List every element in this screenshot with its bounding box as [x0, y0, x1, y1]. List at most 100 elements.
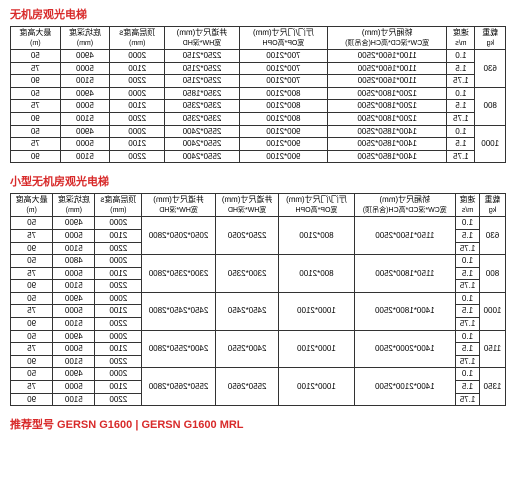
cell-door: 900*2100: [239, 138, 327, 151]
cell-pit: 4900: [53, 330, 95, 343]
cell-top: 90: [11, 355, 53, 368]
cell-oh: 2200: [95, 355, 142, 368]
cell-spd: 1.0: [447, 49, 475, 62]
cell-top: 50: [11, 217, 53, 230]
cell-oh: 2100: [95, 305, 142, 318]
cell-spd: 1.5: [447, 138, 475, 151]
cell-spd: 1.0: [456, 330, 480, 343]
cell-top: 90: [11, 318, 53, 331]
cell-spd: 1.5: [456, 381, 480, 394]
cell-car: 1100*1600*2500: [328, 62, 447, 75]
cell-top: 50: [11, 255, 53, 268]
cell-spd: 1.0: [456, 217, 480, 230]
cell-pit: 5000: [60, 138, 110, 151]
cell-spd: 1.0: [447, 125, 475, 138]
cell-top: 50: [11, 49, 61, 62]
cell-top: 90: [11, 393, 53, 406]
cell-top: 50: [11, 87, 61, 100]
table-row: 1.51400*1850*2500900*21002550*2400210050…: [11, 138, 506, 151]
th-door: 厅门/门尺寸(mm)宽OP*高OPH: [239, 27, 327, 50]
cell-oh: 2100: [95, 229, 142, 242]
cell-shaft: 2350*1850: [165, 87, 240, 100]
cell-pit: 5000: [53, 381, 95, 394]
cell-oh: 2100: [110, 138, 165, 151]
cell-oh: 2100: [110, 62, 165, 75]
cell-shaft: 2250*2050: [215, 217, 278, 255]
th-pit: 底坑深度(mm): [53, 194, 95, 217]
table-row: 6301.01150*1500*2500800*21002250*2050205…: [11, 217, 506, 230]
cell-spd: 1.75: [456, 280, 480, 293]
cell-oh: 2000: [110, 87, 165, 100]
cell-pit: 5100: [60, 150, 110, 163]
cell-car: 1100*1600*2500: [328, 75, 447, 88]
th-car: 轿厢尺寸(mm)宽CW*深CD*高CH(含吊顶): [328, 27, 447, 50]
cell-pit: 5100: [53, 280, 95, 293]
cell-pit: 5100: [60, 112, 110, 125]
th-shaft2: 井道尺寸(mm)宽HW*深HD: [142, 194, 216, 217]
cell-spd: 1.0: [456, 255, 480, 268]
cell-oh: 2000: [110, 125, 165, 138]
th-top: 最大高度(m): [11, 27, 61, 50]
cell-top: 75: [11, 267, 53, 280]
cell-oh: 2200: [110, 112, 165, 125]
cell-oh: 2200: [110, 150, 165, 163]
th-shaft: 井道尺寸(mm)宽HW*深HD: [165, 27, 240, 50]
cell-door: 700*2100: [239, 75, 327, 88]
cell-shaft: 2550*2650: [215, 368, 278, 406]
cell-car: 1200*1800*2500: [328, 100, 447, 113]
cell-shaft: 2350*2350: [165, 112, 240, 125]
table-row: 10001.01400*1850*2500900*21002550*240020…: [11, 125, 506, 138]
cell-door: 700*2100: [239, 62, 327, 75]
cell-load: 800: [480, 255, 506, 293]
spec-table-1: 载重kg 速度m/s 轿厢尺寸(mm)宽CW*深CD*高CH(含吊顶) 厅门/门…: [10, 26, 506, 163]
cell-car: 1200*1800*2500: [328, 87, 447, 100]
cell-spd: 1.5: [447, 100, 475, 113]
cell-load: 630: [475, 49, 506, 87]
th-shaft: 井道尺寸(mm)宽HW*深HD: [215, 194, 278, 217]
cell-load: 800: [475, 87, 506, 125]
cell-door: 800*2100: [239, 87, 327, 100]
cell-top: 75: [11, 62, 61, 75]
cell-shaft2: 2400*2550*2800: [142, 330, 216, 368]
cell-car: 1400*1850*2500: [328, 138, 447, 151]
cell-shaft: 2550*2400: [165, 138, 240, 151]
cell-oh: 2000: [95, 217, 142, 230]
table-row: 1.51100*1600*2500700*21002250*2150210050…: [11, 62, 506, 75]
cell-oh: 2200: [110, 75, 165, 88]
cell-car: 1400*1800*2500: [354, 292, 456, 330]
cell-oh: 2200: [95, 242, 142, 255]
cell-shaft: 2400*2550: [215, 330, 278, 368]
th-door: 厅门/门尺寸(mm)宽OP*高OPH: [279, 194, 354, 217]
cell-pit: 5000: [60, 100, 110, 113]
cell-pit: 5000: [60, 62, 110, 75]
cell-shaft2: 2450*2450*2800: [142, 292, 216, 330]
th-speed: 速度m/s: [456, 194, 480, 217]
cell-car: 1400*1850*2500: [328, 150, 447, 163]
th-top: 最大高度(m): [11, 194, 53, 217]
cell-pit: 4900: [53, 292, 95, 305]
cell-oh: 2200: [95, 280, 142, 293]
cell-spd: 1.0: [456, 368, 480, 381]
cell-pit: 5000: [53, 305, 95, 318]
cell-top: 75: [11, 381, 53, 394]
cell-load: 1150: [480, 330, 506, 368]
table-row: 8001.01150*1800*2500800*21002300*2350230…: [11, 255, 506, 268]
cell-oh: 2000: [95, 330, 142, 343]
cell-spd: 1.5: [456, 229, 480, 242]
cell-top: 75: [11, 100, 61, 113]
cell-shaft: 2550*2400: [165, 150, 240, 163]
cell-door: 900*2100: [239, 125, 327, 138]
cell-car: 1400*1850*2500: [328, 125, 447, 138]
cell-pit: 4900: [53, 368, 95, 381]
table-row: 11501.01400*2000*25001000*21002400*25502…: [11, 330, 506, 343]
cell-oh: 2100: [95, 381, 142, 394]
th-load: 载重kg: [475, 27, 506, 50]
spec-table-2: 载重kg 速度m/s 轿厢尺寸(mm)宽CW*深CD*高CH(含吊顶) 厅门/门…: [10, 193, 506, 406]
cell-pit: 4900: [53, 217, 95, 230]
cell-pit: 4900: [60, 87, 110, 100]
cell-top: 50: [11, 125, 61, 138]
cell-top: 90: [11, 150, 61, 163]
cell-shaft2: 2050*2050*2800: [142, 217, 216, 255]
cell-top: 75: [11, 229, 53, 242]
cell-pit: 5000: [53, 229, 95, 242]
